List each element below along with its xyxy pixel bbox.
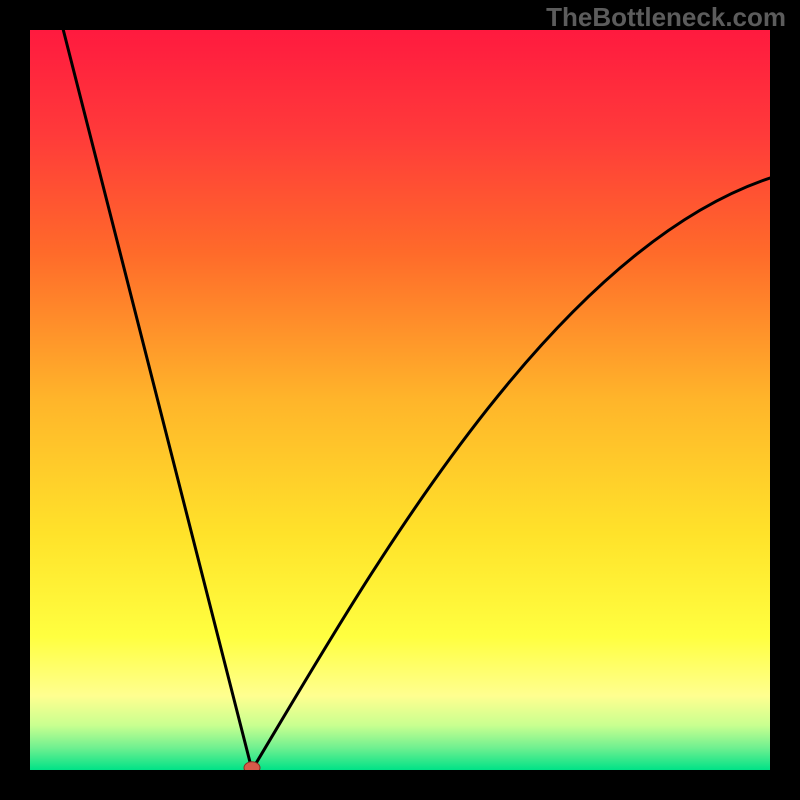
optimum-marker — [244, 762, 260, 770]
watermark-text: TheBottleneck.com — [546, 2, 786, 33]
bottleneck-chart — [30, 30, 770, 770]
figure-frame: TheBottleneck.com — [0, 0, 800, 800]
plot-background — [30, 30, 770, 770]
